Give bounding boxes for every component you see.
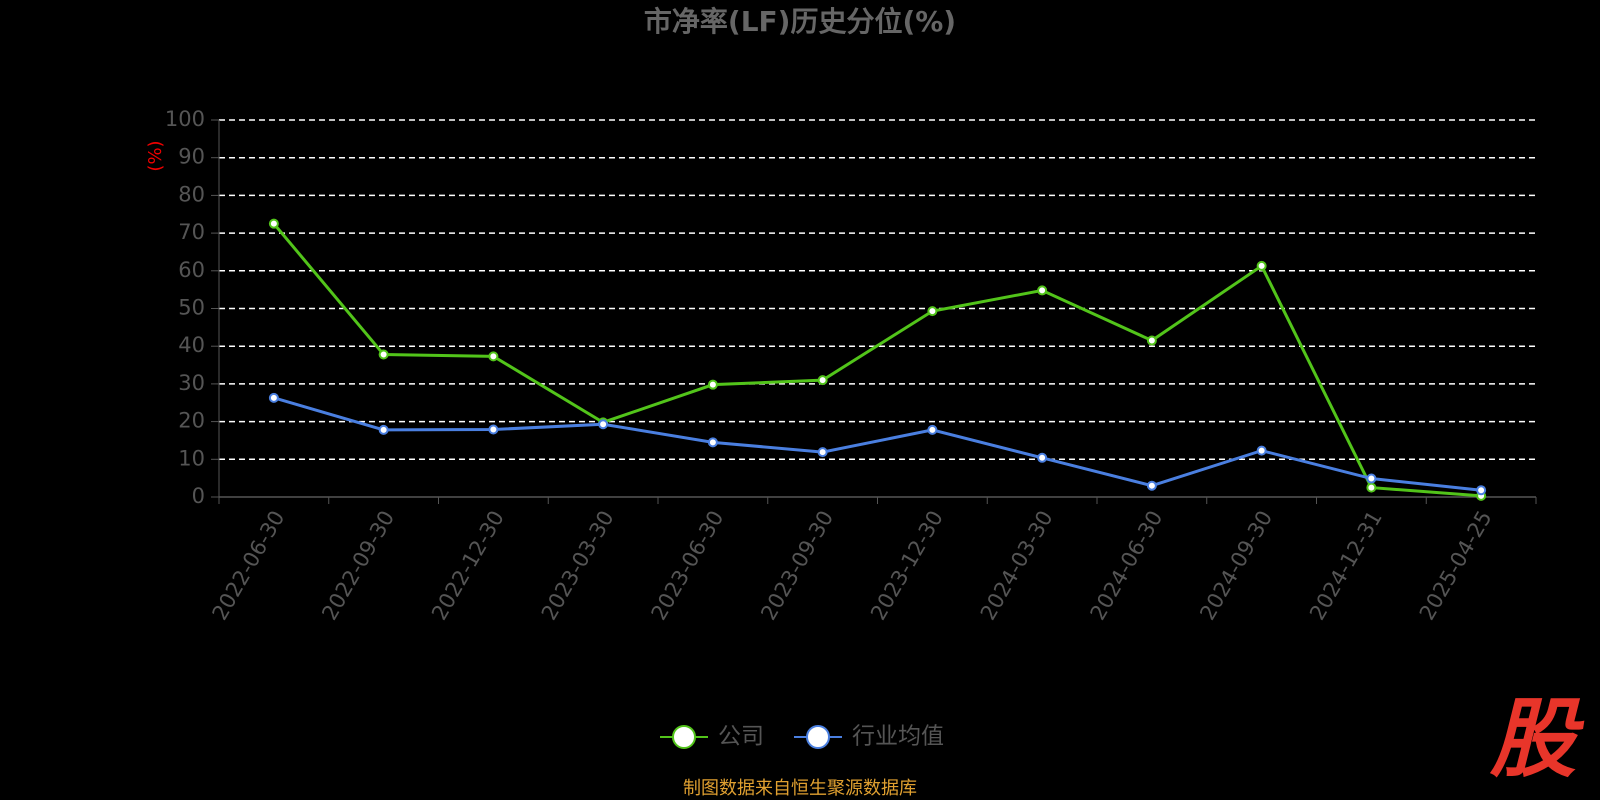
data-point <box>927 424 938 435</box>
y-tick-label: 90 <box>178 145 205 169</box>
x-tick-label: 2022-06-30 <box>208 507 290 625</box>
data-point <box>1037 452 1048 463</box>
data-point <box>1256 260 1267 271</box>
y-tick-label: 100 <box>165 107 205 131</box>
data-point <box>1146 480 1157 491</box>
x-tick-label: 2024-12-31 <box>1305 507 1387 625</box>
data-point <box>488 424 499 435</box>
x-tick-label: 2022-09-30 <box>317 507 399 625</box>
x-tick-label: 2023-06-30 <box>647 507 729 625</box>
x-tick-label: 2024-09-30 <box>1195 507 1277 625</box>
data-point <box>1476 485 1487 496</box>
data-point <box>378 349 389 360</box>
data-point <box>1366 473 1377 484</box>
y-tick-label: 0 <box>192 484 205 508</box>
data-point <box>488 351 499 362</box>
y-axis-label: (%) <box>145 140 166 171</box>
x-tick-label: 2023-03-30 <box>537 507 619 625</box>
y-tick-label: 70 <box>178 220 205 244</box>
data-point <box>598 419 609 430</box>
data-point <box>378 424 389 435</box>
x-tick-label: 2025-04-25 <box>1415 507 1497 625</box>
source-note: 制图数据来自恒生聚源数据库 <box>683 778 917 799</box>
data-point <box>268 218 279 229</box>
data-point <box>268 392 279 403</box>
data-point <box>817 375 828 386</box>
data-point <box>927 306 938 317</box>
data-point <box>1366 482 1377 493</box>
x-tick-label: 2022-12-30 <box>427 507 509 625</box>
data-point <box>1146 335 1157 346</box>
legend-marker[interactable] <box>806 725 830 749</box>
legend-label[interactable]: 公司 <box>718 724 764 750</box>
x-tick-label: 2024-03-30 <box>976 507 1058 625</box>
data-point <box>707 437 718 448</box>
x-tick-label: 2023-09-30 <box>756 507 838 625</box>
chart-title: 市净率(LF)历史分位(%) <box>644 5 956 38</box>
y-tick-label: 20 <box>178 409 205 433</box>
y-tick-label: 30 <box>178 371 205 395</box>
y-tick-label: 60 <box>178 258 205 282</box>
y-tick-label: 50 <box>178 296 205 320</box>
data-point <box>1256 445 1267 456</box>
series-line <box>272 222 1482 498</box>
data-point <box>707 379 718 390</box>
data-point <box>817 447 828 458</box>
legend-label[interactable]: 行业均值 <box>852 724 944 750</box>
x-tick-label: 2024-06-30 <box>1086 507 1168 625</box>
series-line <box>273 396 1482 492</box>
x-tick-label: 2023-12-30 <box>866 507 948 625</box>
legend-marker[interactable] <box>672 725 696 749</box>
y-tick-label: 10 <box>178 446 205 470</box>
data-point <box>1037 285 1048 296</box>
y-tick-label: 80 <box>178 182 205 206</box>
watermark: 股 <box>1489 689 1585 789</box>
y-tick-label: 40 <box>178 333 205 357</box>
